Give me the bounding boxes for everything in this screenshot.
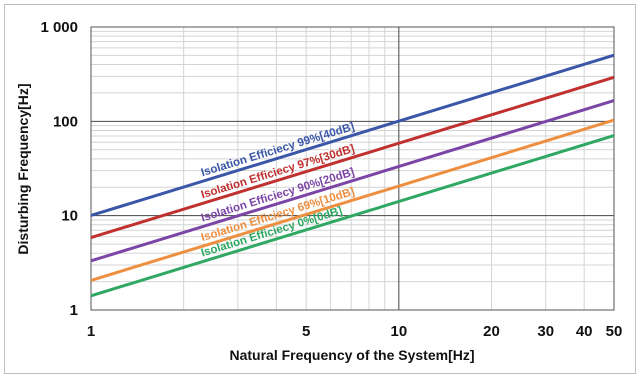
series-lines <box>90 53 615 298</box>
y-tick-label: 1 <box>70 302 78 319</box>
minor-grid <box>91 27 615 310</box>
x-tick-label: 30 <box>537 323 554 340</box>
x-axis-title: Natural Frequency of the System[Hz] <box>229 347 474 363</box>
x-tick-label: 10 <box>390 323 407 340</box>
y-tick-label: 100 <box>53 113 78 130</box>
y-tick-label: 10 <box>61 208 78 225</box>
y-tick-labels: 1 10 100 1 000 <box>40 19 78 319</box>
series-line <box>90 134 615 298</box>
y-tick-label: 1 000 <box>40 19 78 36</box>
x-tick-label: 40 <box>576 323 593 340</box>
plot-border <box>90 26 615 311</box>
series-line <box>90 75 615 239</box>
x-tick-label: 1 <box>87 323 95 340</box>
x-tick-label: 20 <box>483 323 500 340</box>
series-line <box>90 99 615 263</box>
plot-area <box>91 27 614 310</box>
x-tick-label: 50 <box>606 323 623 340</box>
series-line <box>90 53 615 217</box>
x-tick-labels: 1 5 10 20 30 40 50 <box>87 323 623 340</box>
y-axis-title: Disturbing Frequency[Hz] <box>15 83 31 254</box>
x-tick-label: 5 <box>302 323 310 340</box>
series-line <box>90 118 615 282</box>
series-labels: Isolation Efficiecy 99%[40dB]Isolation E… <box>200 121 356 260</box>
